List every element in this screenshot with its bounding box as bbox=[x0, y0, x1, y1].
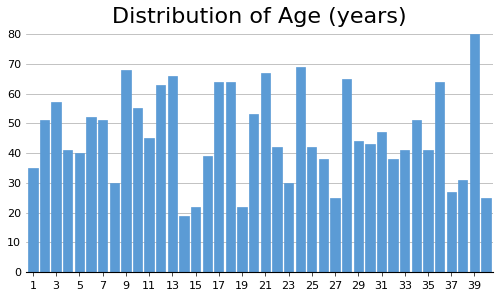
Bar bbox=[191, 207, 200, 272]
Bar bbox=[226, 82, 235, 272]
Bar bbox=[470, 34, 479, 272]
Bar bbox=[144, 138, 154, 272]
Bar bbox=[121, 70, 130, 272]
Bar bbox=[156, 85, 166, 272]
Bar bbox=[238, 207, 246, 272]
Bar bbox=[202, 156, 212, 272]
Bar bbox=[63, 150, 72, 272]
Bar bbox=[296, 67, 305, 272]
Bar bbox=[260, 73, 270, 272]
Bar bbox=[307, 147, 316, 272]
Bar bbox=[377, 132, 386, 272]
Bar bbox=[272, 147, 281, 272]
Bar bbox=[342, 79, 351, 272]
Bar bbox=[214, 82, 224, 272]
Bar bbox=[74, 153, 84, 272]
Bar bbox=[412, 120, 421, 272]
Bar bbox=[458, 180, 468, 272]
Bar bbox=[168, 76, 177, 272]
Bar bbox=[86, 117, 96, 272]
Bar bbox=[435, 82, 444, 272]
Title: Distribution of Age (years): Distribution of Age (years) bbox=[112, 7, 407, 27]
Bar bbox=[180, 215, 188, 272]
Bar bbox=[284, 183, 293, 272]
Bar bbox=[446, 192, 456, 272]
Bar bbox=[482, 198, 490, 272]
Bar bbox=[388, 159, 398, 272]
Bar bbox=[133, 108, 142, 272]
Bar bbox=[400, 150, 409, 272]
Bar bbox=[98, 120, 108, 272]
Bar bbox=[365, 144, 374, 272]
Bar bbox=[354, 141, 363, 272]
Bar bbox=[319, 159, 328, 272]
Bar bbox=[40, 120, 49, 272]
Bar bbox=[330, 198, 340, 272]
Bar bbox=[249, 114, 258, 272]
Bar bbox=[110, 183, 119, 272]
Bar bbox=[424, 150, 432, 272]
Bar bbox=[28, 168, 38, 272]
Bar bbox=[52, 103, 61, 272]
